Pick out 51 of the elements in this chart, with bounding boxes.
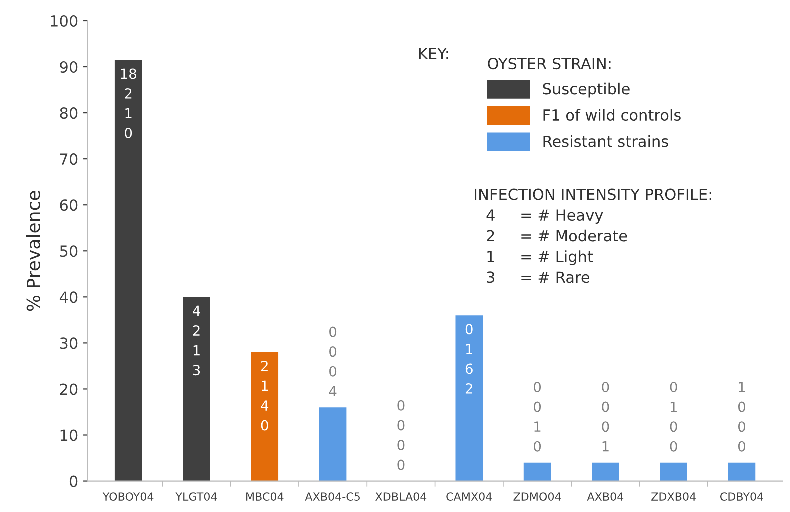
legend-label: Resistant strains xyxy=(544,135,668,148)
annotation: 0 1 0 0 xyxy=(670,382,678,452)
x-tick-label: XDBLA04 xyxy=(376,492,427,501)
y-tick-label: 100 xyxy=(51,15,78,28)
annotation: 0 1 6 2 xyxy=(466,324,473,394)
x-tick-label: CDBY04 xyxy=(720,492,764,501)
x-tick-label: AXB04 xyxy=(587,492,624,501)
annotation: 0 0 0 1 xyxy=(602,382,610,452)
x-tick-label: MBC04 xyxy=(246,492,284,501)
annotation: 2 = # Moderate xyxy=(487,230,628,242)
bar xyxy=(524,462,552,482)
legend-label: Susceptible xyxy=(543,82,630,98)
annotation: 0 0 0 0 xyxy=(398,400,405,470)
x-tick-label: CAMX04 xyxy=(446,492,492,501)
x-tick-label: ZDXB04 xyxy=(652,492,696,501)
legend-title: OYSTER STRAIN: xyxy=(488,58,611,70)
annotation: 3 = # Rare xyxy=(487,272,590,284)
y-axis-title: % Prevalence xyxy=(26,191,40,312)
annotation: 1 = # Light xyxy=(488,250,594,266)
bar xyxy=(728,462,756,482)
y-tick-label: 40 xyxy=(60,292,78,304)
legend-label: F1 of wild controls xyxy=(544,109,681,122)
bar xyxy=(251,352,279,482)
x-tick-label: AXB04-C5 xyxy=(305,492,360,501)
annotation: 18 2 1 0 xyxy=(121,68,136,139)
y-tick-label: 10 xyxy=(60,430,78,442)
y-tick-label: 80 xyxy=(60,108,78,120)
annotation: 4 = # Heavy xyxy=(486,210,604,224)
bar xyxy=(660,462,688,482)
y-tick-label: 30 xyxy=(60,338,78,350)
y-tick-label: 90 xyxy=(60,61,78,74)
annotation: INFECTION INTENSITY PROFILE: xyxy=(475,188,712,200)
bar xyxy=(114,60,142,482)
y-tick-label: 70 xyxy=(60,154,78,166)
bar xyxy=(456,316,483,482)
annotation: 0 0 1 0 xyxy=(534,382,542,452)
annotation: 0 0 0 4 xyxy=(329,326,337,396)
x-tick-label: YLGT04 xyxy=(176,492,218,501)
y-tick-label: 0 xyxy=(70,476,78,488)
annotation: KEY: xyxy=(419,48,448,60)
y-tick-label: 50 xyxy=(60,246,78,258)
x-tick-label: YOBOY04 xyxy=(102,492,154,501)
y-tick-label: 60 xyxy=(60,200,78,212)
bar xyxy=(592,462,620,482)
bar xyxy=(183,297,210,482)
x-tick-label: ZDMO04 xyxy=(514,492,562,501)
bar xyxy=(319,408,347,482)
annotation: 1 0 0 0 xyxy=(738,382,746,452)
y-tick-label: 20 xyxy=(60,384,78,396)
annotation: 4 2 1 3 xyxy=(193,306,200,376)
annotation: 2 1 4 0 xyxy=(261,360,269,431)
